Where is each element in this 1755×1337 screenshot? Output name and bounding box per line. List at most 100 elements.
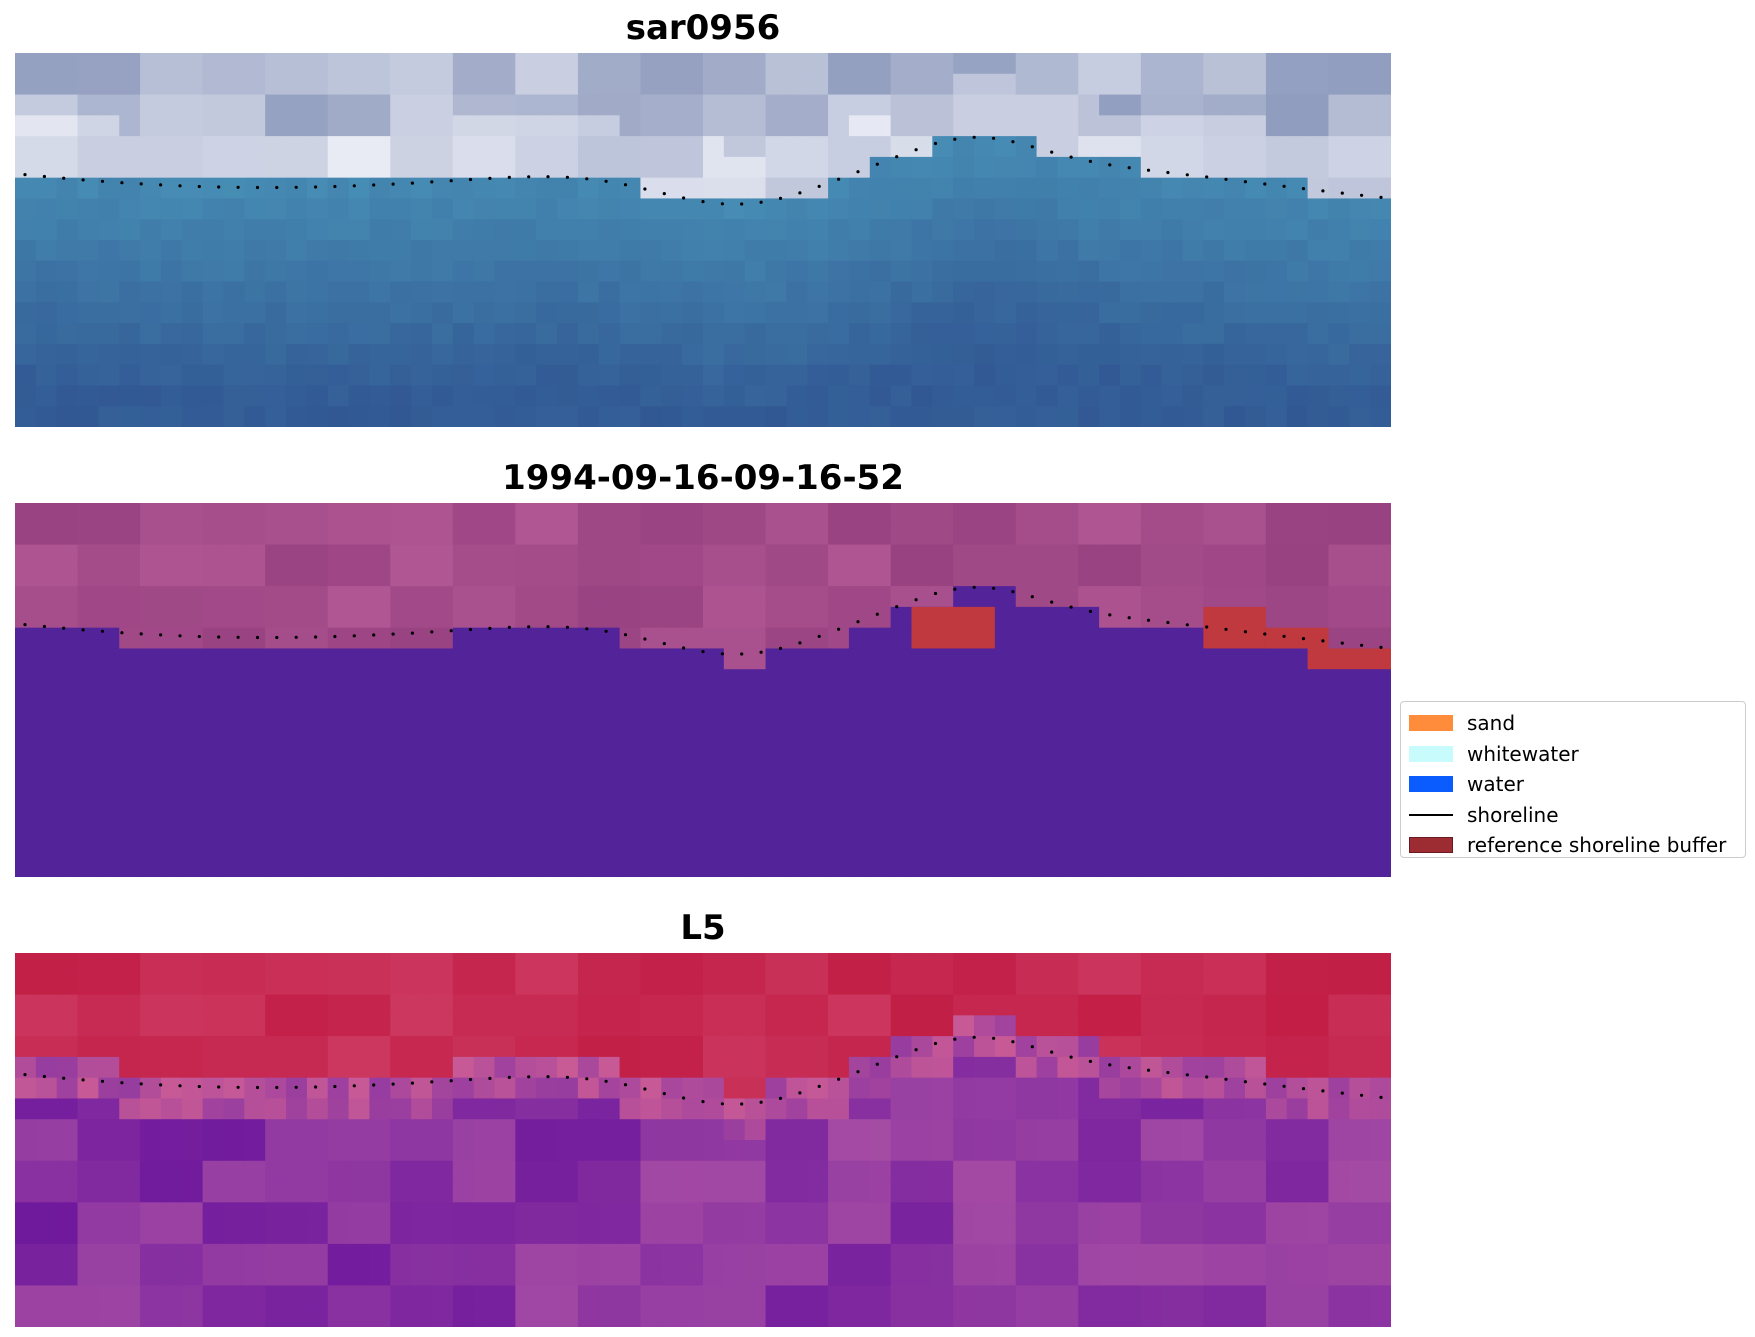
shoreline-dot bbox=[255, 185, 260, 190]
image-pixel bbox=[223, 156, 245, 179]
image-pixel bbox=[35, 343, 58, 366]
image-pixel bbox=[1140, 302, 1163, 324]
image-pixel bbox=[1203, 544, 1225, 566]
image-pixel bbox=[56, 1160, 79, 1183]
shoreline-dot bbox=[682, 646, 686, 650]
shoreline-dot bbox=[294, 185, 298, 189]
image-pixel bbox=[98, 281, 120, 303]
image-pixel bbox=[848, 973, 871, 996]
image-pixel bbox=[1161, 343, 1184, 366]
image-pixel bbox=[431, 302, 454, 324]
image-pixel bbox=[1078, 1160, 1100, 1183]
image-pixel bbox=[411, 302, 433, 324]
image-pixel bbox=[1036, 1264, 1059, 1287]
image-pixel bbox=[953, 1202, 975, 1224]
image-pixel bbox=[723, 814, 746, 837]
image-pixel bbox=[598, 994, 621, 1016]
image-pixel bbox=[1036, 503, 1059, 525]
image-pixel bbox=[786, 1264, 808, 1287]
image-pixel bbox=[1161, 73, 1184, 96]
shoreline-dot bbox=[1205, 625, 1209, 629]
image-pixel bbox=[1307, 752, 1330, 774]
image-pixel bbox=[452, 53, 475, 75]
image-pixel bbox=[1099, 1243, 1121, 1266]
image-pixel bbox=[744, 1098, 767, 1120]
image-pixel bbox=[348, 1119, 371, 1141]
image-pixel bbox=[286, 1306, 308, 1327]
image-pixel bbox=[1119, 586, 1142, 608]
image-pixel bbox=[703, 323, 725, 345]
image-pixel bbox=[953, 586, 975, 608]
shoreline-dot bbox=[1146, 168, 1151, 172]
image-pixel bbox=[1245, 177, 1267, 200]
image-pixel bbox=[1099, 177, 1121, 200]
image-pixel bbox=[431, 1077, 454, 1100]
image-pixel bbox=[869, 1160, 892, 1183]
image-pixel bbox=[557, 752, 579, 774]
image-pixel bbox=[848, 364, 871, 387]
image-pixel bbox=[807, 835, 829, 857]
image-pixel bbox=[619, 1243, 642, 1266]
image-pixel bbox=[265, 1036, 287, 1058]
image-pixel bbox=[348, 1015, 371, 1037]
image-pixel bbox=[1119, 1202, 1142, 1224]
image-pixel bbox=[598, 1036, 621, 1058]
image-pixel bbox=[932, 73, 954, 96]
image-pixel bbox=[244, 544, 266, 566]
image-pixel bbox=[911, 1306, 933, 1327]
image-pixel bbox=[119, 1160, 141, 1183]
image-pixel bbox=[1078, 856, 1100, 877]
image-pixel bbox=[223, 115, 245, 137]
image-pixel bbox=[286, 793, 308, 816]
image-pixel bbox=[994, 1285, 1017, 1307]
image-pixel bbox=[744, 953, 767, 975]
image-pixel bbox=[765, 793, 787, 816]
shoreline-dot bbox=[42, 174, 46, 179]
image-pixel bbox=[494, 710, 516, 733]
image-pixel bbox=[35, 1223, 58, 1245]
image-pixel bbox=[994, 835, 1017, 857]
image-pixel bbox=[181, 177, 204, 200]
image-pixel bbox=[452, 1015, 475, 1037]
image-pixel bbox=[619, 260, 642, 283]
image-pixel bbox=[744, 1119, 767, 1141]
image-pixel bbox=[974, 565, 996, 587]
image-pixel bbox=[1203, 115, 1225, 137]
image-pixel bbox=[1224, 1119, 1246, 1141]
image-pixel bbox=[1265, 281, 1288, 303]
image-pixel bbox=[369, 606, 391, 629]
image-pixel bbox=[557, 1285, 579, 1307]
image-pixel bbox=[223, 406, 245, 427]
image-pixel bbox=[494, 752, 516, 774]
image-pixel bbox=[723, 1098, 746, 1120]
image-pixel bbox=[390, 260, 412, 283]
image-pixel bbox=[807, 1056, 829, 1079]
image-pixel bbox=[598, 1160, 621, 1183]
image-pixel bbox=[473, 94, 496, 116]
image-pixel bbox=[1349, 364, 1371, 387]
image-pixel bbox=[265, 260, 287, 283]
image-pixel bbox=[932, 793, 954, 816]
image-pixel bbox=[1245, 1098, 1267, 1120]
image-pixel bbox=[98, 627, 120, 650]
image-pixel bbox=[348, 323, 371, 345]
image-pixel bbox=[1265, 177, 1288, 200]
image-pixel bbox=[1203, 1077, 1225, 1100]
image-pixel bbox=[1328, 240, 1350, 262]
image-pixel bbox=[869, 281, 892, 303]
image-pixel bbox=[15, 973, 37, 996]
image-pixel bbox=[77, 302, 99, 324]
image-pixel bbox=[848, 73, 871, 96]
image-pixel bbox=[786, 364, 808, 387]
image-pixel bbox=[473, 544, 496, 566]
image-pixel bbox=[1265, 73, 1288, 96]
image-pixel bbox=[515, 710, 537, 733]
image-pixel bbox=[1078, 1306, 1100, 1327]
image-pixel bbox=[890, 1306, 913, 1327]
image-pixel bbox=[244, 240, 266, 262]
image-pixel bbox=[1245, 1056, 1267, 1079]
image-pixel bbox=[411, 1119, 433, 1141]
image-pixel bbox=[807, 1223, 829, 1245]
image-pixel bbox=[1099, 752, 1121, 774]
image-pixel bbox=[265, 1056, 287, 1079]
